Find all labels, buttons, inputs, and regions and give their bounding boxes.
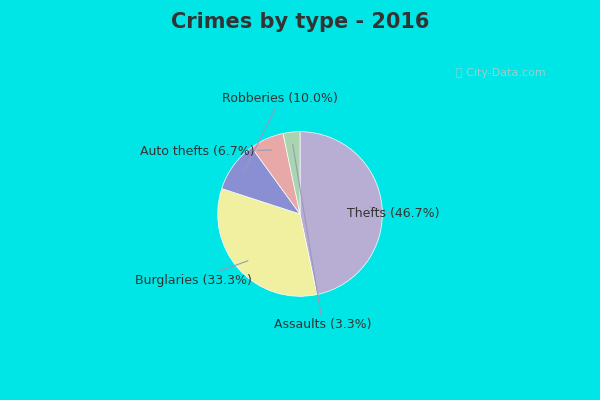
Wedge shape (251, 134, 300, 214)
Wedge shape (300, 132, 382, 294)
Text: ⓘ City-Data.com: ⓘ City-Data.com (456, 68, 546, 78)
Wedge shape (283, 132, 300, 214)
Wedge shape (218, 188, 317, 296)
Text: Assaults (3.3%): Assaults (3.3%) (274, 144, 371, 331)
Text: Robberies (10.0%): Robberies (10.0%) (222, 92, 338, 173)
Text: Burglaries (33.3%): Burglaries (33.3%) (136, 261, 252, 287)
Text: Auto thefts (6.7%): Auto thefts (6.7%) (140, 145, 272, 158)
Text: Thefts (46.7%): Thefts (46.7%) (347, 207, 439, 220)
Wedge shape (221, 147, 300, 214)
Text: Crimes by type - 2016: Crimes by type - 2016 (171, 12, 429, 32)
